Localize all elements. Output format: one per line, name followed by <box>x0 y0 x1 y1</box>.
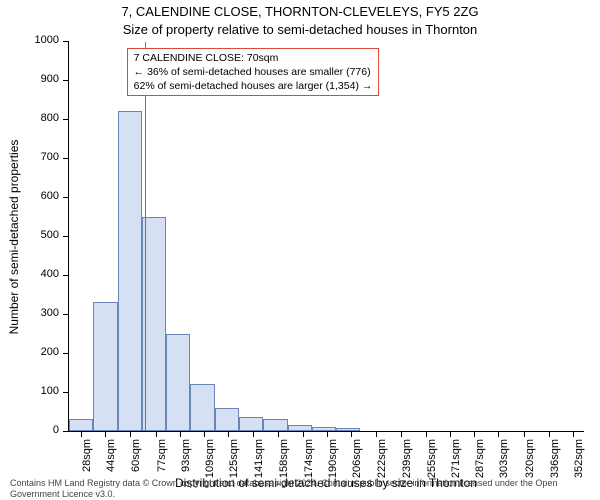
info-box-line: 62% of semi-detached houses are larger (… <box>134 79 373 93</box>
license-caption: Contains HM Land Registry data © Crown c… <box>10 478 590 500</box>
x-tick-label: 206sqm <box>351 437 363 478</box>
x-tick-label: 222sqm <box>376 437 388 478</box>
x-tick-label: 320sqm <box>524 437 536 478</box>
x-tick-label: 174sqm <box>303 437 315 478</box>
reference-line <box>145 42 146 431</box>
y-tick-label: 300 <box>41 307 59 319</box>
y-tick-label: 1000 <box>35 34 59 46</box>
x-tick-label: 190sqm <box>327 437 339 478</box>
y-tick-label: 800 <box>41 112 59 124</box>
x-tick-label: 60sqm <box>130 437 142 472</box>
y-tick-label: 600 <box>41 190 59 202</box>
x-tick-label: 287sqm <box>474 437 486 478</box>
x-tick-label: 28sqm <box>81 437 93 472</box>
x-tick-label: 109sqm <box>204 437 216 478</box>
x-tick-label: 158sqm <box>278 437 290 478</box>
x-tick-label: 239sqm <box>401 437 413 478</box>
y-tick-label: 400 <box>41 268 59 280</box>
x-tick-label: 77sqm <box>156 437 168 472</box>
y-tick-label: 100 <box>41 385 59 397</box>
x-tick-label: 44sqm <box>105 437 117 472</box>
chart-root: 7, CALENDINE CLOSE, THORNTON-CLEVELEYS, … <box>0 0 600 500</box>
y-tick-label: 500 <box>41 229 59 241</box>
histogram-bar <box>118 111 142 431</box>
y-tick-label: 0 <box>53 424 59 436</box>
chart-title: Size of property relative to semi-detach… <box>0 22 600 37</box>
chart-supertitle: 7, CALENDINE CLOSE, THORNTON-CLEVELEYS, … <box>0 4 600 19</box>
x-tick-label: 125sqm <box>228 437 240 478</box>
x-tick-label: 93sqm <box>180 437 192 472</box>
x-tick-label: 352sqm <box>573 437 585 478</box>
info-box-line: ← 36% of semi-detached houses are smalle… <box>134 65 373 79</box>
y-tick-label: 700 <box>41 151 59 163</box>
plot-area-wrap: 0100200300400500600700800900100028sqm44s… <box>68 42 584 432</box>
y-tick-label: 200 <box>41 346 59 358</box>
plot-area: 0100200300400500600700800900100028sqm44s… <box>68 42 584 432</box>
x-tick-label: 141sqm <box>253 437 265 478</box>
x-tick-label: 303sqm <box>498 437 510 478</box>
x-tick-label: 271sqm <box>450 437 462 478</box>
y-axis-label: Number of semi-detached properties <box>7 140 21 335</box>
info-box: 7 CALENDINE CLOSE: 70sqm← 36% of semi-de… <box>127 48 380 97</box>
y-tick-label: 900 <box>41 73 59 85</box>
info-box-line: 7 CALENDINE CLOSE: 70sqm <box>134 51 373 65</box>
x-tick-label: 336sqm <box>549 437 561 478</box>
x-tick-label: 255sqm <box>426 437 438 478</box>
